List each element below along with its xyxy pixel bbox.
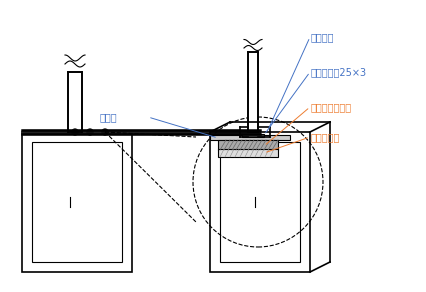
Text: 孔径小于进线孔: 孔径小于进线孔 (311, 102, 352, 112)
Bar (242, 134, 264, 137)
Bar (210, 132, 310, 272)
Bar (68, 72, 82, 132)
Bar (220, 142, 300, 262)
Circle shape (102, 129, 108, 135)
Bar (218, 149, 278, 157)
Bar (248, 52, 258, 132)
Bar (218, 140, 278, 150)
Text: 电箱进线孔: 电箱进线孔 (311, 132, 340, 142)
Bar (210, 135, 290, 140)
Circle shape (87, 129, 93, 135)
Circle shape (72, 129, 78, 135)
Bar (22, 132, 132, 272)
Bar (22, 130, 260, 134)
Text: 镀锌扁钢－25×3: 镀锌扁钢－25×3 (311, 67, 367, 77)
Text: 绝缘板: 绝缘板 (100, 112, 118, 122)
Text: 镀锌线槽: 镀锌线槽 (311, 32, 334, 42)
Bar (32, 142, 122, 262)
